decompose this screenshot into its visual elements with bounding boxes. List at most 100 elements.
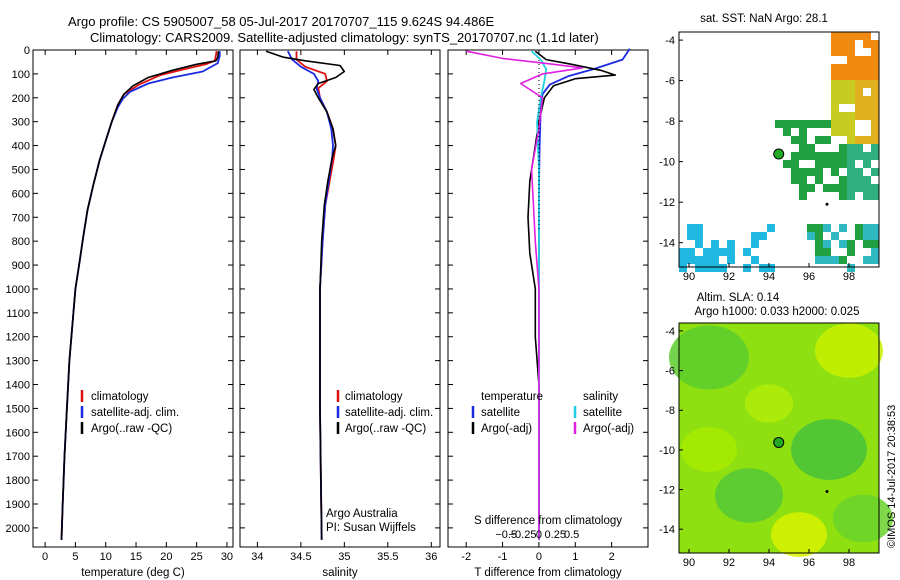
sst-cell <box>863 240 871 248</box>
legend-label: Argo(..raw -QC) <box>345 423 426 435</box>
x-tick-label: 96 <box>803 271 815 283</box>
y-tick-label: 1400 <box>6 380 30 392</box>
sst-cell <box>759 232 767 240</box>
sst-cell <box>815 256 823 264</box>
sst-cell <box>783 128 791 136</box>
sst-cell <box>695 256 703 264</box>
y-tick-label: 1500 <box>6 403 30 415</box>
sst-cell <box>679 264 687 272</box>
sst-cell <box>855 88 863 96</box>
sst-cell <box>871 224 879 232</box>
sst-cell <box>831 88 839 96</box>
salinity-plot-frame <box>239 49 441 548</box>
y-tick-label: -12 <box>659 197 675 209</box>
x-tick-label: 36 <box>425 551 437 563</box>
y-tick-label: -4 <box>665 35 675 47</box>
sst-cell <box>855 224 863 232</box>
s-x-tick-label: 0 <box>536 529 542 541</box>
sst-cell <box>863 136 871 144</box>
sst-cell <box>863 224 871 232</box>
legend-label: climatology <box>91 391 149 403</box>
y-tick-label: 1700 <box>6 451 30 463</box>
sst-cell <box>751 256 759 264</box>
sst-cell <box>807 152 815 160</box>
sst-cell <box>807 232 815 240</box>
salinity-xlabel: salinity <box>322 567 357 579</box>
sst-cell <box>799 136 807 144</box>
y-tick-label: 500 <box>12 164 30 176</box>
sst-cell <box>855 80 863 88</box>
sst-cell <box>847 240 855 248</box>
sst-cell <box>871 40 879 48</box>
sst-cell <box>831 64 839 72</box>
sst-cell <box>831 120 839 128</box>
sst-cell <box>823 136 831 144</box>
sst-cell <box>815 160 823 168</box>
sst-cell <box>855 72 863 80</box>
sst-cell <box>847 96 855 104</box>
sst-cell <box>847 64 855 72</box>
sst-cell <box>863 152 871 160</box>
y-tick-label: 400 <box>12 141 30 153</box>
sst-cell <box>847 120 855 128</box>
sst-map-frame <box>678 31 880 268</box>
sst-map-title: sat. SST: NaN Argo: 28.1 <box>700 13 828 25</box>
sst-cell <box>839 128 847 136</box>
sla-anomaly-patch <box>791 419 867 480</box>
sst-cell <box>703 264 711 272</box>
sst-cell <box>863 184 871 192</box>
sst-cell <box>855 112 863 120</box>
sst-cell <box>791 168 799 176</box>
legend-title-temperature: temperature <box>481 391 543 403</box>
figure-title-line2: Climatology: CARS2009. Satellite-adjuste… <box>90 30 599 45</box>
sst-cell <box>839 120 847 128</box>
sst-cell <box>823 248 831 256</box>
x-tick-label: 98 <box>843 557 855 569</box>
sst-cell <box>807 168 815 176</box>
sst-cell <box>855 32 863 40</box>
sst-cell <box>815 232 823 240</box>
legend-label: Argo(-adj) <box>481 423 532 435</box>
sst-cell <box>815 152 823 160</box>
x-tick-label: 15 <box>130 551 142 563</box>
y-tick-label: 800 <box>12 236 30 248</box>
sst-cell <box>799 192 807 200</box>
sst-cell <box>839 96 847 104</box>
legend-label: Argo(..raw -QC) <box>91 423 172 435</box>
sst-cell <box>791 176 799 184</box>
sst-cell <box>871 72 879 80</box>
sst-cell <box>863 112 871 120</box>
sst-cell <box>863 160 871 168</box>
y-tick-label: -14 <box>659 524 675 536</box>
sst-cell <box>791 152 799 160</box>
sst-cell <box>863 32 871 40</box>
y-tick-label: 0 <box>24 45 30 57</box>
sla-map-title: Altim. SLA: 0.14 <box>697 292 780 304</box>
sst-cell <box>775 120 783 128</box>
sst-cell <box>839 32 847 40</box>
sst-cell <box>871 112 879 120</box>
sst-cell <box>831 48 839 56</box>
sst-cell <box>831 40 839 48</box>
sst-cell <box>791 160 799 168</box>
legend-label: satellite <box>481 407 520 419</box>
sst-cell <box>831 104 839 112</box>
sst-cell <box>727 256 735 264</box>
x-tick-label: 34 <box>251 551 263 563</box>
sst-cell <box>863 80 871 88</box>
x-tick-label: 94 <box>763 271 775 283</box>
sst-cell <box>711 256 719 264</box>
sst-cell <box>871 248 879 256</box>
sst-cell <box>823 256 831 264</box>
salinity-panel: 34 34.5 35 35.5 36 climatology satellite-adj. … <box>239 49 441 579</box>
y-tick-label: 1300 <box>6 356 30 368</box>
sst-cell <box>847 48 855 56</box>
sst-cell <box>871 232 879 240</box>
y-tick-label: -10 <box>659 157 675 169</box>
salinity-difference-xlabel: S difference from climatology <box>474 515 622 527</box>
sst-cell <box>871 96 879 104</box>
y-tick-label: -6 <box>665 76 675 88</box>
sst-cell <box>831 152 839 160</box>
sst-cell <box>823 224 831 232</box>
sst-cell <box>839 224 847 232</box>
